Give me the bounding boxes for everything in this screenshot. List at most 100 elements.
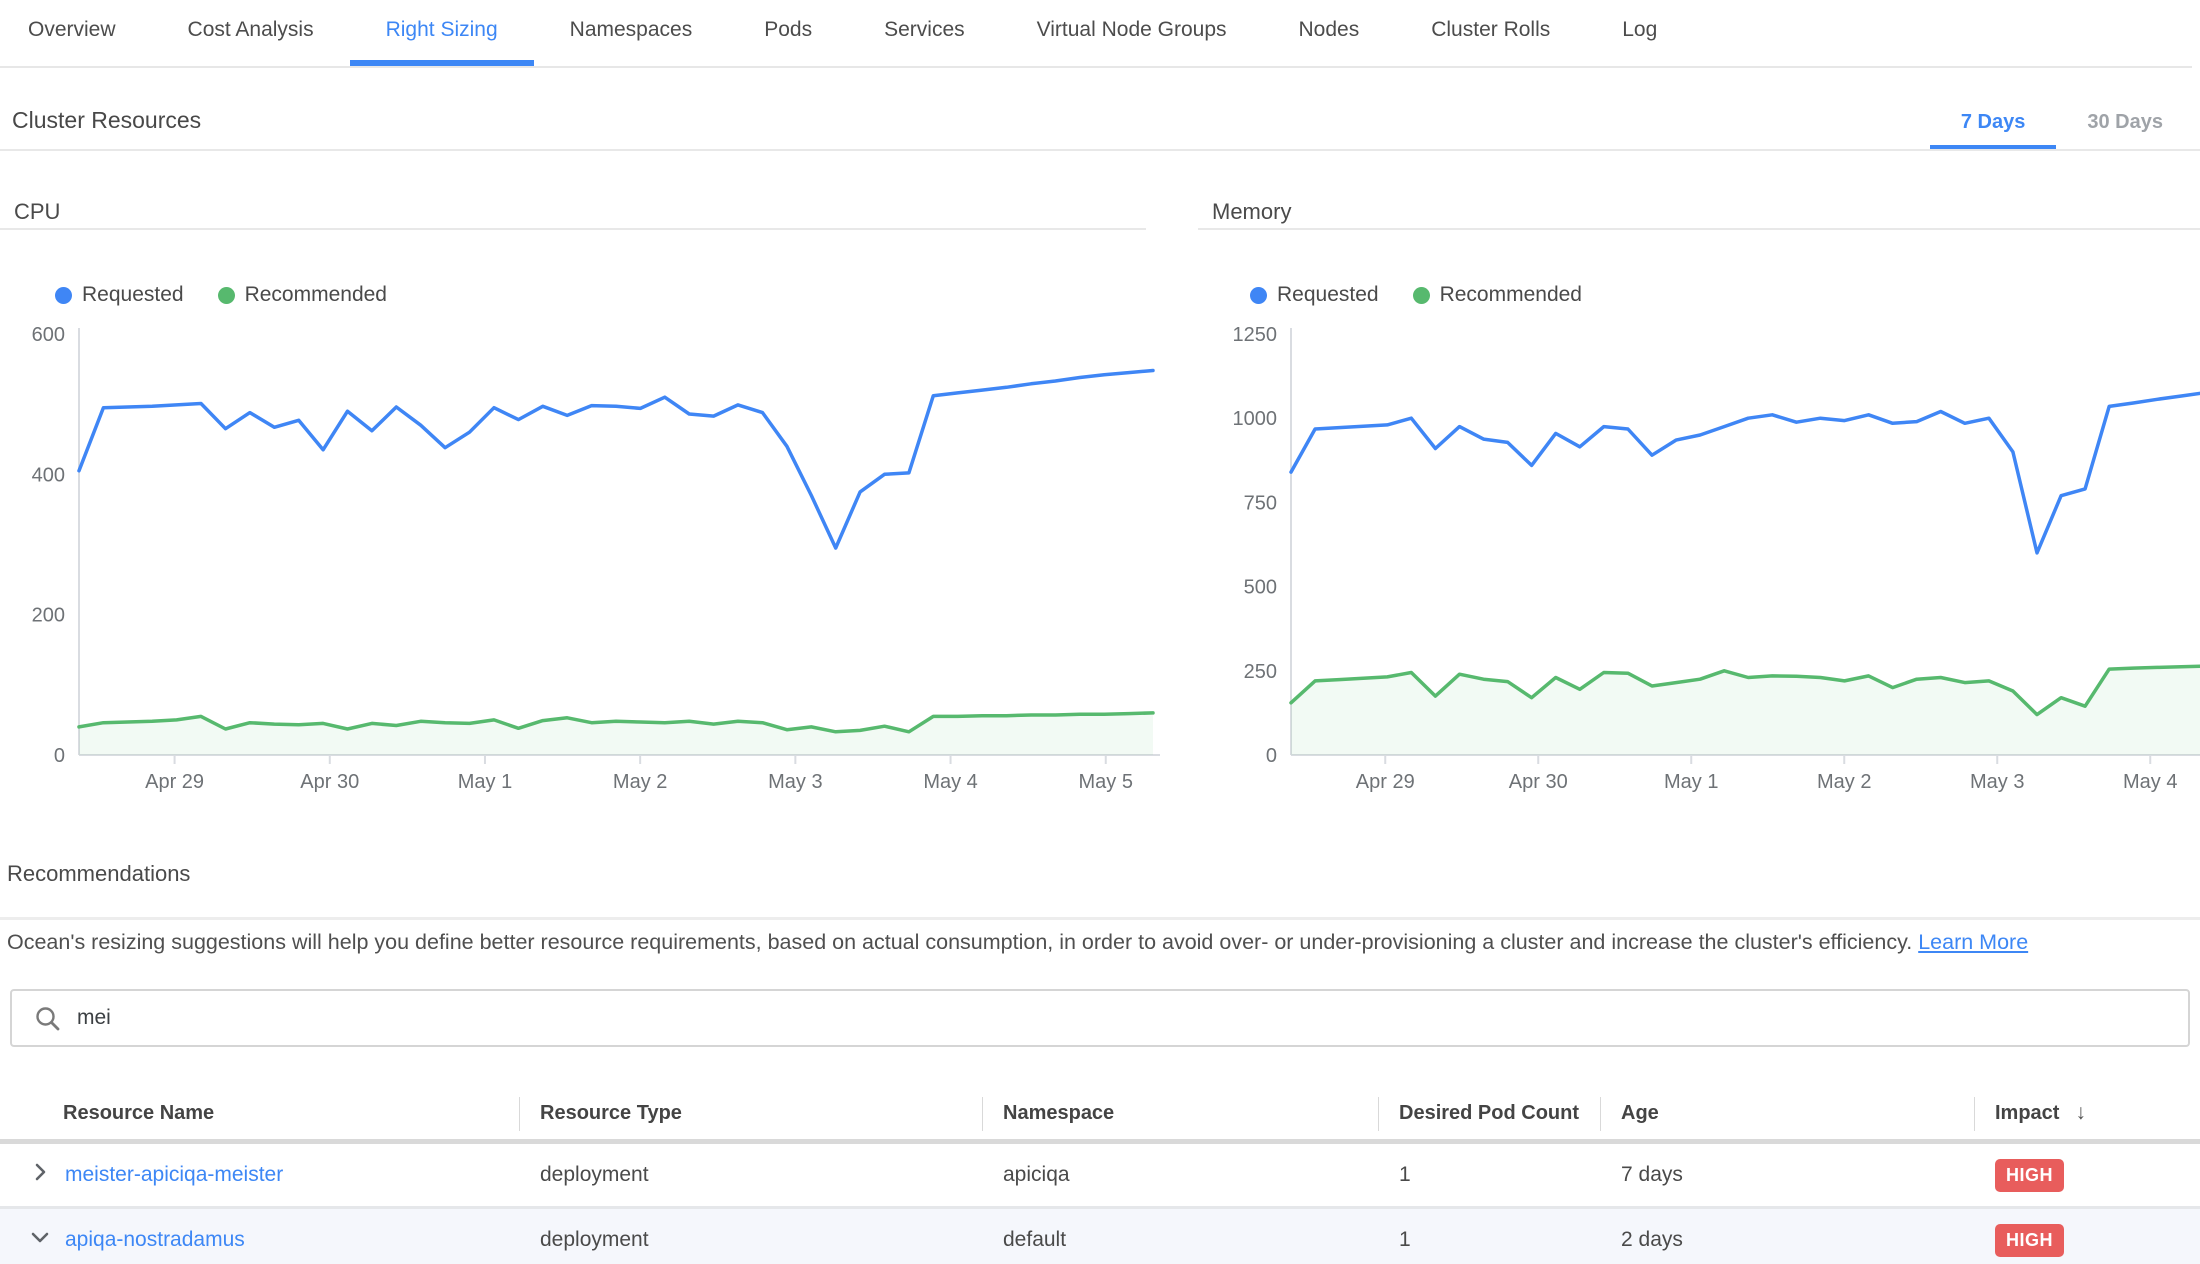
svg-text:May 4: May 4 — [923, 771, 977, 793]
column-header-impact[interactable]: Impact ↓ — [1974, 1101, 2200, 1125]
svg-text:400: 400 — [32, 464, 65, 486]
desired-pod-count-cell: 1 — [1399, 1228, 1411, 1251]
column-header-age[interactable]: Age — [1600, 1102, 1974, 1125]
sort-arrow-down-icon[interactable]: ↓ — [2075, 1101, 2086, 1124]
memory-chart: 1250 1000 750 500 250 0 Apr 29 Apr 30 May 1 May 2… — [1233, 324, 2200, 793]
recommendations-description: Ocean's resizing suggestions will help y… — [7, 930, 2107, 955]
cpu-chart: 600 400 200 0 Apr 29 Apr 30 May 1 May 2 May 3 May… — [32, 324, 1160, 793]
recommendations-text: Ocean's resizing suggestions will help y… — [7, 930, 1913, 954]
namespace-cell: apiciqa — [1003, 1163, 1070, 1186]
range-option-30-days[interactable]: 30 Days — [2087, 110, 2163, 133]
column-header-label: Desired Pod Count — [1399, 1101, 1580, 1124]
memory-chart-title: Memory — [1212, 199, 1292, 224]
svg-text:May 2: May 2 — [1817, 771, 1871, 793]
divider — [0, 228, 1146, 230]
cluster-resources-title: Cluster Resources — [12, 107, 202, 133]
legend-item-recommended[interactable]: Recommended — [1412, 283, 1582, 307]
legend-label: Requested — [1277, 283, 1379, 306]
tab-services[interactable]: Services — [884, 18, 965, 41]
resource-name-link[interactable]: apiqa-nostradamus — [65, 1228, 245, 1251]
svg-text:1250: 1250 — [1233, 324, 1278, 346]
column-header-label: Age — [1621, 1101, 1659, 1124]
column-separator — [1378, 1097, 1379, 1131]
svg-text:May 3: May 3 — [1970, 771, 2024, 793]
legend-label: Recommended — [244, 283, 387, 306]
tab-overview[interactable]: Overview — [28, 18, 116, 41]
chevron-down-icon[interactable] — [27, 1224, 53, 1256]
legend-item-requested[interactable]: Requested — [55, 283, 184, 307]
column-header-label: Impact — [1995, 1101, 2060, 1124]
svg-text:Apr 29: Apr 29 — [1356, 771, 1415, 793]
tab-cluster-rolls[interactable]: Cluster Rolls — [1431, 18, 1551, 41]
tab-virtual-node-groups[interactable]: Virtual Node Groups — [1036, 18, 1227, 41]
impact-badge: HIGH — [1995, 1158, 2064, 1192]
svg-text:Apr 29: Apr 29 — [145, 771, 204, 793]
svg-text:May 3: May 3 — [768, 771, 822, 793]
tab-namespaces[interactable]: Namespaces — [569, 18, 693, 41]
legend-label: Requested — [82, 283, 184, 306]
legend-label: Recommended — [1439, 283, 1582, 306]
column-header-resource-type[interactable]: Resource Type — [519, 1102, 982, 1125]
legend-dot-recommended — [1412, 286, 1430, 304]
column-header-resource-name[interactable]: Resource Name — [0, 1102, 519, 1125]
section-divider — [0, 917, 2200, 920]
top-tab-bar: Overview Cost Analysis Right Sizing Namespa… — [0, 0, 2192, 68]
table-row-apiqa-nostradamus: apiqa-nostradamus deployment default 1 2 day… — [0, 1206, 2200, 1264]
impact-cell: HIGH — [1974, 1223, 2200, 1257]
legend-item-requested[interactable]: Requested — [1250, 283, 1379, 307]
resource-name-link[interactable]: meister-apiciqa-meister — [65, 1163, 284, 1186]
tab-cost-analysis[interactable]: Cost Analysis — [187, 18, 314, 41]
recommendations-table-body: meister-apiciqa-meister deployment apiciqa… — [0, 1144, 2200, 1264]
section-divider — [0, 149, 2200, 151]
search-input[interactable] — [75, 1005, 2188, 1031]
divider — [1198, 228, 2200, 230]
namespace-cell: default — [1003, 1228, 1067, 1251]
age-cell: 2 days — [1621, 1228, 1683, 1251]
legend-item-recommended[interactable]: Recommended — [217, 283, 387, 307]
range-option-7-days[interactable]: 7 Days — [1929, 99, 2057, 151]
svg-text:250: 250 — [1244, 661, 1277, 683]
desired-pod-count-cell: 1 — [1399, 1163, 1411, 1186]
memory-chart-legend: Requested Recommended — [1250, 283, 1582, 307]
impact-badge: HIGH — [1995, 1223, 2064, 1257]
cpu-chart-legend: Requested Recommended — [55, 283, 387, 307]
tab-nodes[interactable]: Nodes — [1298, 18, 1360, 41]
table-header-border — [0, 1139, 2200, 1144]
legend-dot-requested — [1250, 286, 1267, 304]
column-header-desired-pod-count[interactable]: Desired Pod Count — [1378, 1102, 1600, 1125]
svg-text:600: 600 — [32, 324, 65, 346]
svg-text:May 4: May 4 — [2123, 771, 2177, 793]
svg-text:May 2: May 2 — [613, 771, 667, 793]
column-separator — [1974, 1097, 1975, 1131]
svg-text:500: 500 — [1244, 577, 1277, 599]
svg-text:May 1: May 1 — [458, 771, 512, 793]
resource-name-cell: meister-apiciqa-meister — [0, 1159, 519, 1191]
cpu-chart-title: CPU — [14, 199, 61, 224]
learn-more-link[interactable]: Learn More — [1918, 930, 2029, 954]
svg-text:Apr 30: Apr 30 — [300, 771, 359, 793]
column-separator — [519, 1097, 520, 1131]
column-header-label: Resource Name — [63, 1101, 215, 1124]
column-header-namespace[interactable]: Namespace — [982, 1102, 1378, 1125]
column-header-label: Namespace — [1003, 1101, 1115, 1124]
svg-text:0: 0 — [1266, 745, 1277, 767]
resource-search-box[interactable] — [10, 989, 2190, 1047]
tab-log[interactable]: Log — [1622, 18, 1658, 41]
tab-pods[interactable]: Pods — [764, 18, 813, 41]
column-separator — [982, 1097, 983, 1131]
chevron-right-icon[interactable] — [27, 1159, 53, 1191]
recommendations-title: Recommendations — [7, 861, 191, 886]
resource-type-cell: deployment — [540, 1163, 649, 1186]
column-separator — [1600, 1097, 1601, 1131]
svg-text:May 1: May 1 — [1664, 771, 1718, 793]
svg-text:750: 750 — [1244, 492, 1277, 514]
resource-name-cell: apiqa-nostradamus — [0, 1224, 519, 1256]
tab-right-sizing[interactable]: Right Sizing — [349, 0, 534, 66]
time-range-toggle: 7 Days 30 Days — [1929, 99, 2194, 151]
svg-text:200: 200 — [32, 605, 65, 627]
recommendations-table-header: Resource Name Resource Type Namespace Desir… — [0, 1087, 2200, 1139]
svg-text:Apr 30: Apr 30 — [1509, 771, 1568, 793]
legend-dot-recommended — [217, 286, 235, 304]
svg-text:May 5: May 5 — [1079, 771, 1133, 793]
